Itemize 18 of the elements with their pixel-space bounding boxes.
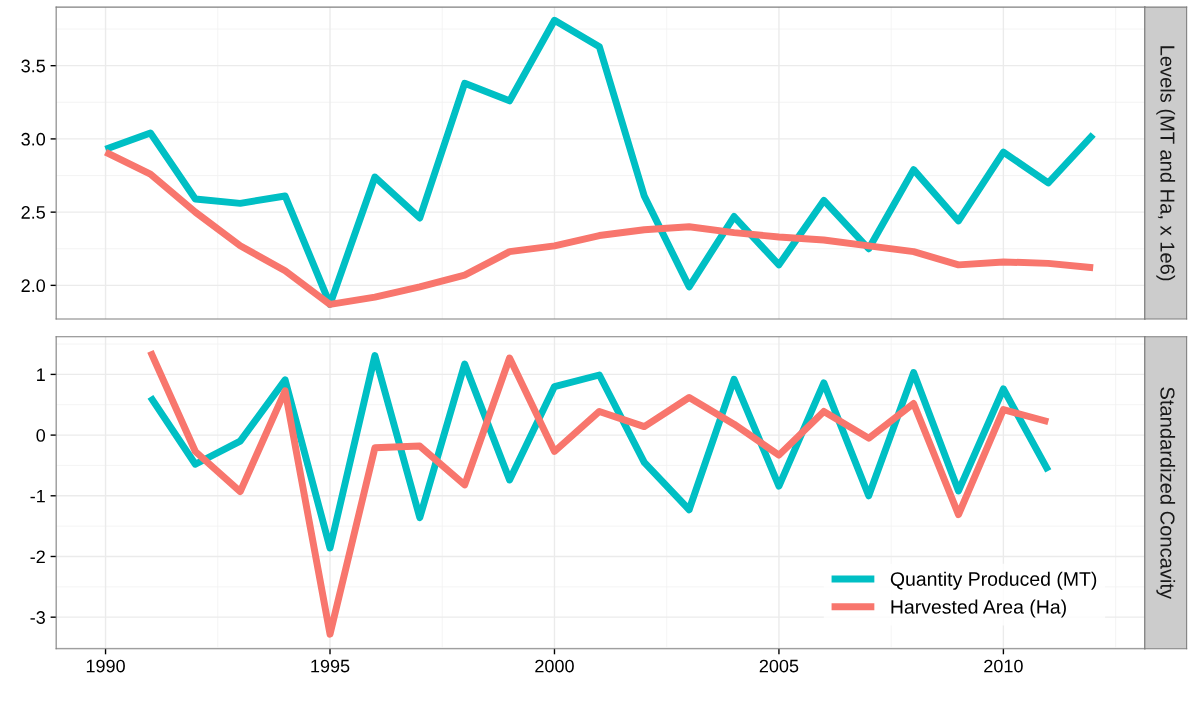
y-axis-title: Standardized Concavity	[1156, 387, 1176, 600]
y-tick-label: 1	[37, 368, 45, 381]
x-tick-label: 2010	[984, 659, 1023, 673]
x-tick-label: 1995	[311, 659, 350, 673]
legend-label: Harvested Area (Ha)	[891, 599, 1066, 618]
y-tick-label: 0	[36, 429, 46, 442]
y-axis-title: Levels (MT and Ha, x 1e6)	[1156, 46, 1176, 281]
x-tick-label: 2000	[535, 659, 574, 673]
y-tick-label: -2	[30, 550, 45, 564]
legend-label: Quantity Produced (MT)	[890, 571, 1097, 590]
y-tick-label: 2.5	[21, 206, 45, 219]
x-tick-label: 2005	[759, 659, 799, 673]
y-tick-label: -3	[30, 611, 45, 624]
y-tick-label: 3.5	[21, 59, 45, 73]
y-tick-label: 2.0	[21, 279, 46, 293]
y-tick-label: 3.0	[21, 132, 46, 146]
x-tick-label: 1990	[86, 659, 125, 673]
y-tick-label: -1	[30, 489, 45, 503]
